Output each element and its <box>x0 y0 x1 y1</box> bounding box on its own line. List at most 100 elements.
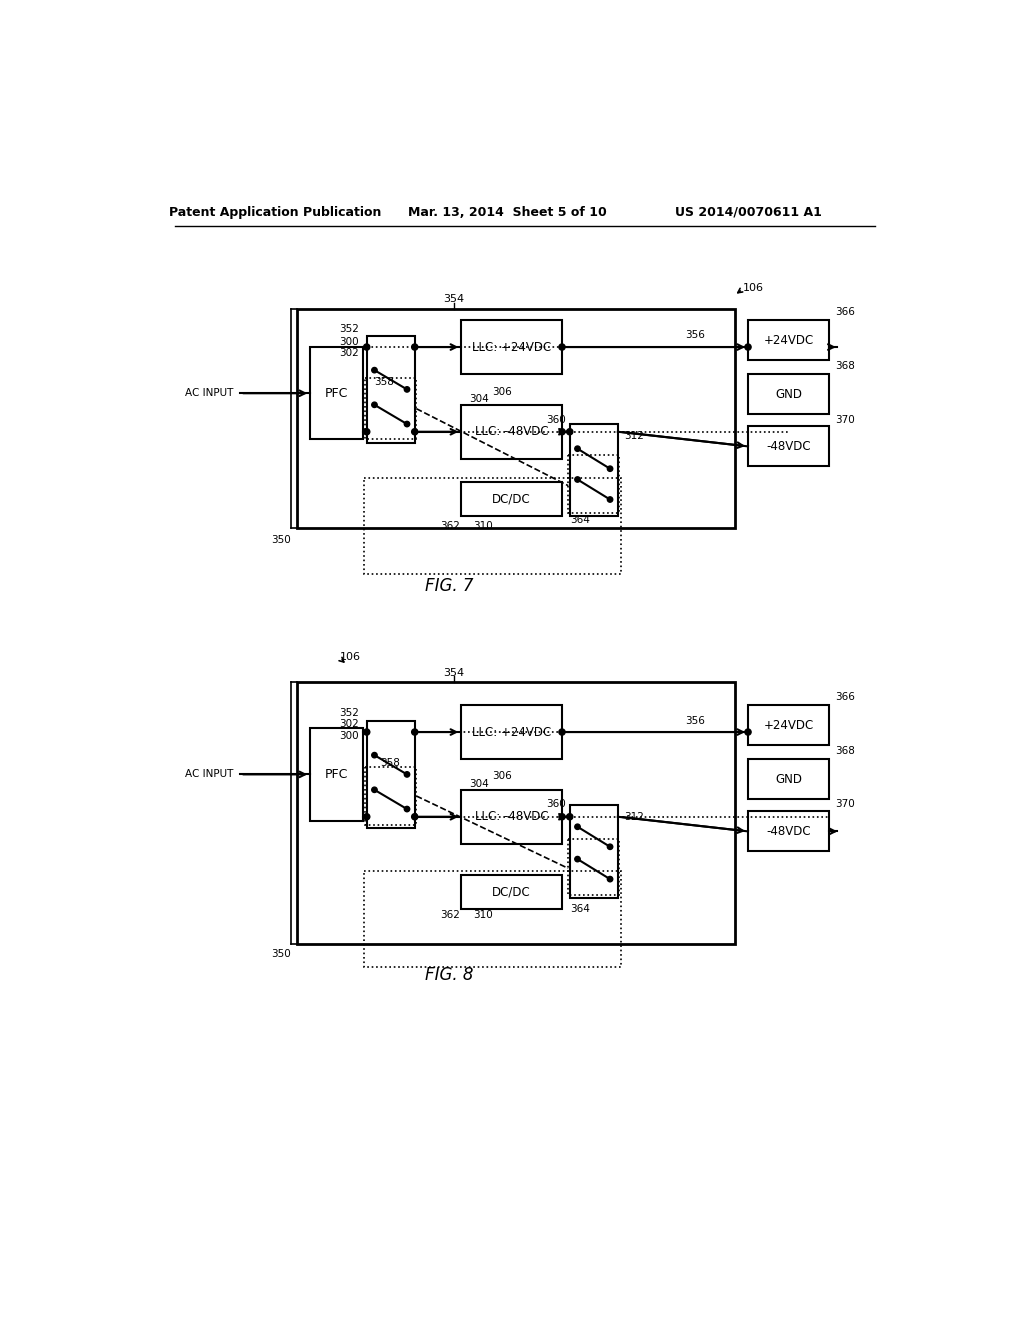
Bar <box>364 871 621 966</box>
Bar <box>461 705 562 759</box>
Text: GND: GND <box>775 772 802 785</box>
Circle shape <box>607 466 612 471</box>
Circle shape <box>744 345 751 350</box>
Text: 364: 364 <box>569 904 590 915</box>
Circle shape <box>744 729 751 735</box>
Text: 362: 362 <box>439 911 460 920</box>
Bar <box>461 789 562 843</box>
Circle shape <box>372 752 377 758</box>
Circle shape <box>559 813 565 820</box>
Bar <box>568 840 620 895</box>
Text: LLC: +24VDC: LLC: +24VDC <box>472 341 551 354</box>
Text: LLC: +24VDC: LLC: +24VDC <box>472 726 551 739</box>
Bar <box>297 309 735 528</box>
Bar <box>461 874 562 909</box>
Circle shape <box>364 429 370 434</box>
Circle shape <box>574 477 581 482</box>
Text: 300: 300 <box>339 731 359 741</box>
Text: 350: 350 <box>271 949 291 958</box>
Circle shape <box>412 813 418 820</box>
Text: -48VDC: -48VDC <box>766 825 811 838</box>
Text: 304: 304 <box>469 395 488 404</box>
Bar <box>569 805 617 898</box>
Circle shape <box>574 824 581 829</box>
Circle shape <box>404 421 410 426</box>
Text: DC/DC: DC/DC <box>493 492 531 506</box>
Circle shape <box>404 387 410 392</box>
Circle shape <box>404 807 410 812</box>
Text: Patent Application Publication: Patent Application Publication <box>169 206 381 219</box>
Bar <box>748 426 829 466</box>
Circle shape <box>372 367 377 372</box>
Circle shape <box>412 345 418 350</box>
Text: GND: GND <box>775 388 802 400</box>
Text: 306: 306 <box>493 387 512 397</box>
Bar <box>748 321 829 360</box>
Bar <box>366 767 417 825</box>
Text: 106: 106 <box>742 282 764 293</box>
Bar <box>366 378 417 440</box>
Circle shape <box>364 729 370 735</box>
Circle shape <box>607 496 612 502</box>
Text: 352: 352 <box>339 325 359 334</box>
Bar <box>310 347 362 440</box>
Text: Mar. 13, 2014  Sheet 5 of 10: Mar. 13, 2014 Sheet 5 of 10 <box>409 206 607 219</box>
Text: PFC: PFC <box>325 768 348 781</box>
Text: 356: 356 <box>685 715 706 726</box>
Text: FIG. 8: FIG. 8 <box>425 966 474 983</box>
Text: 370: 370 <box>835 799 855 809</box>
Bar <box>748 705 829 744</box>
Text: LLC: -48VDC: LLC: -48VDC <box>475 810 549 824</box>
Circle shape <box>607 843 612 850</box>
Text: PFC: PFC <box>325 387 348 400</box>
Circle shape <box>566 813 572 820</box>
Text: DC/DC: DC/DC <box>493 886 531 899</box>
Circle shape <box>559 345 565 350</box>
Circle shape <box>574 446 581 451</box>
Bar <box>461 321 562 374</box>
Text: 310: 310 <box>473 521 493 532</box>
Circle shape <box>372 787 377 792</box>
Text: 360: 360 <box>546 416 566 425</box>
Text: 358: 358 <box>380 758 399 768</box>
Bar <box>748 812 829 851</box>
Text: 304: 304 <box>469 779 488 788</box>
Bar <box>568 455 620 512</box>
Circle shape <box>364 813 370 820</box>
Text: 366: 366 <box>835 308 855 317</box>
Text: LLC: -48VDC: LLC: -48VDC <box>475 425 549 438</box>
Text: 312: 312 <box>624 812 644 822</box>
Text: 358: 358 <box>375 376 394 387</box>
Text: 366: 366 <box>835 693 855 702</box>
Bar <box>461 482 562 516</box>
Bar <box>748 705 829 744</box>
Bar <box>367 335 415 444</box>
Text: 354: 354 <box>443 293 464 304</box>
Bar <box>461 405 562 459</box>
Circle shape <box>574 857 581 862</box>
Text: 300: 300 <box>339 337 359 347</box>
Text: 360: 360 <box>546 799 566 809</box>
Text: 364: 364 <box>569 515 590 525</box>
Circle shape <box>559 729 565 735</box>
Circle shape <box>364 345 370 350</box>
Text: 312: 312 <box>624 430 644 441</box>
Circle shape <box>404 772 410 777</box>
Text: +24VDC: +24VDC <box>764 718 814 731</box>
Text: 356: 356 <box>685 330 706 341</box>
Circle shape <box>566 429 572 434</box>
Text: +24VDC: +24VDC <box>764 334 814 347</box>
Text: AC INPUT: AC INPUT <box>185 770 233 779</box>
Text: 368: 368 <box>835 362 855 371</box>
Bar <box>364 478 621 574</box>
Bar <box>367 721 415 829</box>
Text: -48VDC: -48VDC <box>766 440 811 453</box>
Circle shape <box>559 429 565 434</box>
Bar <box>569 424 617 516</box>
Circle shape <box>412 429 418 434</box>
Text: 302: 302 <box>339 719 359 730</box>
Text: 352: 352 <box>339 708 359 718</box>
Text: 106: 106 <box>340 652 360 663</box>
Text: 354: 354 <box>443 668 464 677</box>
Bar <box>297 682 735 944</box>
